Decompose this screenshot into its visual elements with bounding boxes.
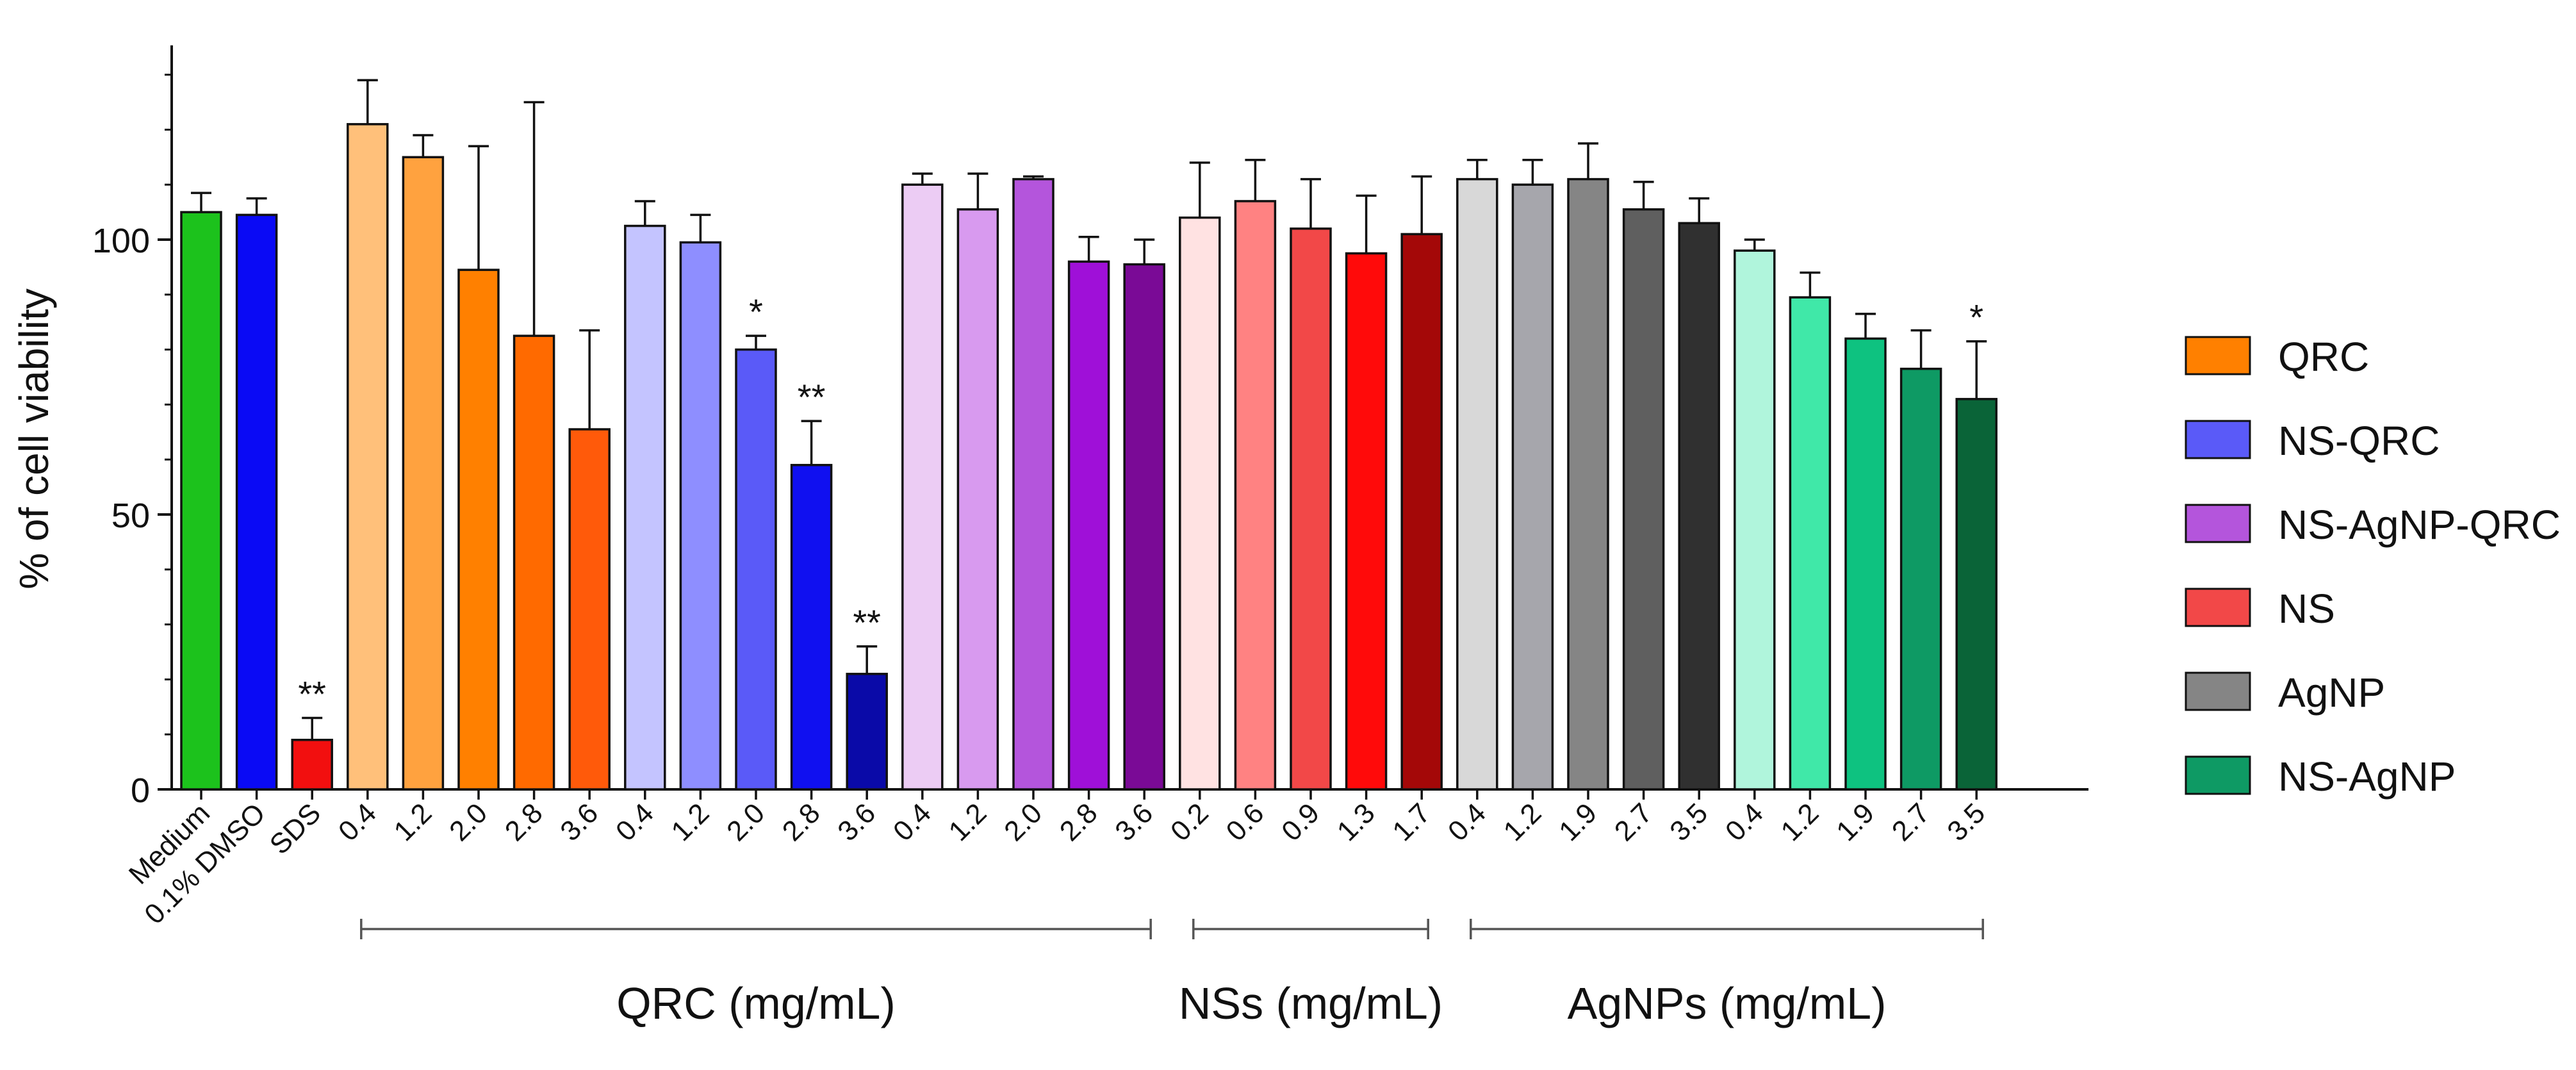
x-tick-label: 1.2: [666, 797, 716, 847]
bar: [347, 123, 389, 791]
significance-label: **: [298, 673, 326, 714]
x-tick-label: 0.9: [1276, 797, 1325, 847]
bar: [790, 464, 833, 791]
group-label: QRC (mg/mL): [616, 978, 896, 1028]
bar: [1234, 200, 1277, 791]
legend-label: NS-AgNP: [2278, 753, 2456, 800]
x-tick-label: 3.5: [1664, 797, 1714, 847]
legend-label: QRC: [2278, 334, 2369, 380]
bar: [735, 348, 777, 791]
x-tick-label: 0.4: [1442, 797, 1492, 847]
x-tick-label: 0.4: [1719, 797, 1769, 847]
bar: [1345, 252, 1388, 791]
legend: QRC NS-QRC NS-AgNP-QRC NS AgNP NS-AgNP: [2185, 334, 2561, 800]
bar: [402, 156, 445, 791]
significance-label: **: [798, 377, 826, 417]
bar: [1012, 177, 1054, 791]
x-tick-label: 1.3: [1331, 797, 1381, 847]
x-tick-label: 2.0: [998, 797, 1048, 847]
y-tick-label: 50: [111, 497, 150, 535]
legend-label: NS-AgNP-QRC: [2278, 502, 2561, 548]
bars: [180, 79, 1998, 791]
bar: [568, 428, 611, 791]
x-tick-label: 0.4: [332, 797, 382, 847]
x-tick-label: 0.4: [610, 797, 660, 847]
x-tick-label: 0.6: [1220, 797, 1270, 847]
bar: [1734, 249, 1776, 791]
bar: [1844, 337, 1887, 791]
x-tick-label: 3.6: [832, 797, 882, 847]
legend-label: AgNP: [2278, 670, 2385, 716]
x-tick-label: 2.7: [1886, 797, 1936, 847]
legend-swatch: [2185, 671, 2251, 711]
bar: [1290, 227, 1332, 791]
x-tick-label: 2.8: [1054, 797, 1104, 847]
x-tick-label: 1.9: [1830, 797, 1880, 847]
x-tick-label: 1.7: [1386, 797, 1436, 847]
bar: [1400, 233, 1443, 791]
legend-swatch: [2185, 336, 2251, 375]
bar: [901, 183, 944, 791]
legend-swatch: [2185, 588, 2251, 627]
x-tick-label: SDS: [264, 797, 327, 860]
x-tick-label: 0.2: [1165, 797, 1215, 847]
x-tick-label: 1.2: [1775, 797, 1825, 847]
legend-swatch: [2185, 420, 2251, 459]
x-tick-label: 1.2: [388, 797, 438, 847]
bar: [1123, 263, 1165, 791]
y-axis-label: % of cell viability: [11, 288, 57, 589]
bar: [1678, 222, 1720, 791]
bar: [1567, 177, 1609, 791]
x-tick-label: 2.8: [499, 797, 549, 847]
legend-swatch: [2185, 755, 2251, 795]
bar: [235, 213, 278, 791]
group-label: NSs (mg/mL): [1179, 978, 1443, 1028]
significance-label: *: [1969, 297, 1983, 338]
bar: [1789, 296, 1832, 791]
bar: [457, 268, 500, 791]
group-label: AgNPs (mg/mL): [1568, 978, 1887, 1028]
x-tick-label: 2.0: [721, 797, 771, 847]
x-tick-label: 0.4: [887, 797, 937, 847]
group-brackets: QRC (mg/mL) NSs (mg/mL) AgNPs (mg/mL): [360, 919, 1984, 1028]
bar: [291, 739, 333, 791]
significance-label: *: [749, 292, 763, 332]
x-tick-label: 1.2: [943, 797, 993, 847]
legend-label: NS: [2278, 586, 2335, 632]
x-tick-label: 3.6: [1109, 797, 1159, 847]
x-tick-label: 3.6: [554, 797, 604, 847]
bar: [1179, 216, 1221, 791]
legend-swatch: [2185, 504, 2251, 543]
bar: [846, 673, 888, 791]
bar: [1067, 260, 1110, 791]
y-tick-label: 0: [131, 771, 150, 810]
x-tick-label: 3.5: [1941, 797, 1991, 847]
x-tick-label: 2.7: [1609, 797, 1659, 847]
bar: [679, 241, 722, 791]
x-tick-label: 2.8: [776, 797, 826, 847]
x-tick-label: 1.9: [1553, 797, 1603, 847]
legend-label: NS-QRC: [2278, 418, 2440, 464]
bar: [624, 224, 666, 791]
bar: [1456, 177, 1498, 791]
x-tick-label: 2.0: [443, 797, 493, 847]
bar: [1511, 183, 1554, 791]
bar: [1955, 398, 1998, 791]
bar: [1899, 367, 1942, 791]
bar: [513, 334, 555, 791]
x-tick-label: 1.2: [1498, 797, 1548, 847]
bar: [1622, 208, 1665, 791]
bar: [956, 208, 999, 791]
bar: [180, 211, 222, 791]
significance-label: **: [853, 602, 881, 643]
y-tick-label: 100: [92, 222, 150, 260]
